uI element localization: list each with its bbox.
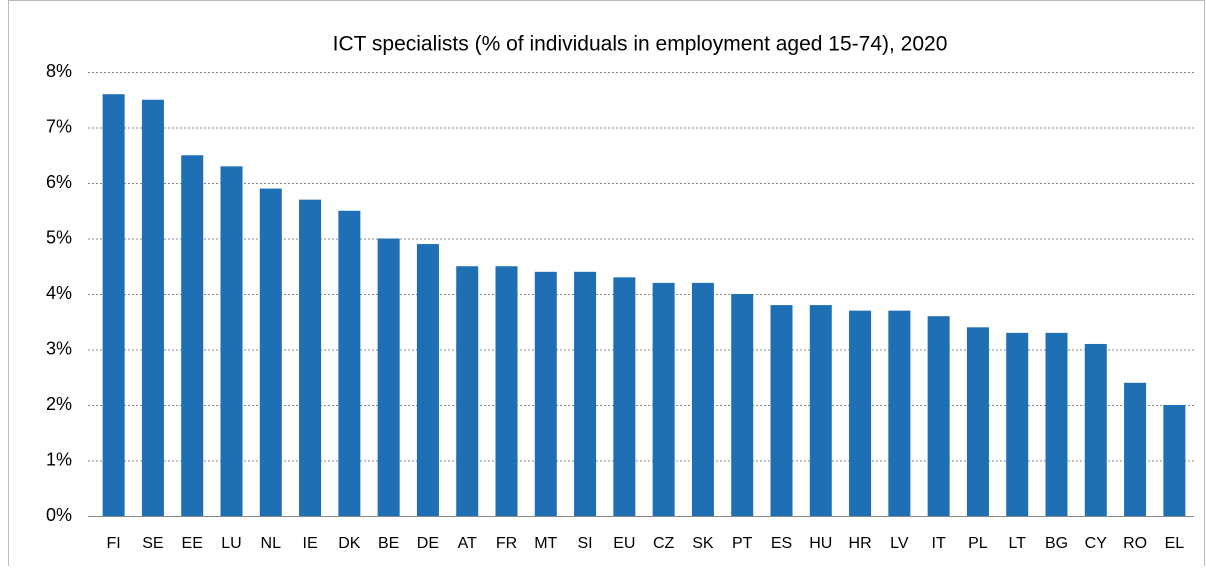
x-tick-label: DE: [417, 535, 439, 552]
x-tick-label: MT: [534, 535, 557, 552]
x-tick-label: DK: [338, 535, 361, 552]
x-tick-label: IE: [303, 535, 318, 552]
y-tick-label: 4%: [46, 283, 72, 303]
bar: [1084, 343, 1107, 516]
y-tick-label: 8%: [46, 61, 72, 81]
x-tick-label: LU: [221, 535, 241, 552]
x-tick-label: SI: [578, 535, 593, 552]
bar: [338, 210, 361, 516]
x-tick-label: SE: [142, 535, 163, 552]
y-tick-label: 6%: [46, 172, 72, 192]
bar: [691, 282, 714, 516]
x-tick-label: FR: [496, 535, 517, 552]
bar: [966, 327, 989, 516]
y-tick-label: 7%: [46, 116, 72, 136]
x-tick-label: PL: [968, 535, 988, 552]
bar: [141, 99, 164, 516]
bar: [534, 271, 557, 516]
bar: [181, 155, 204, 516]
x-tick-label: BE: [378, 535, 399, 552]
bar: [849, 310, 872, 516]
x-tick-label: CZ: [653, 535, 675, 552]
x-tick-label: CY: [1085, 535, 1108, 552]
y-tick-label: 0%: [46, 505, 72, 525]
bar: [416, 244, 439, 517]
bar: [770, 305, 793, 516]
bar: [613, 277, 636, 516]
bar: [220, 166, 243, 516]
bar: [1124, 382, 1147, 516]
bar: [888, 310, 911, 516]
x-tick-label: BG: [1045, 535, 1068, 552]
x-tick-label: LT: [1008, 535, 1026, 552]
bar: [259, 188, 282, 517]
bar: [1006, 332, 1029, 516]
x-tick-label: AT: [458, 535, 477, 552]
y-tick-label: 3%: [46, 338, 72, 358]
bar: [456, 266, 479, 516]
x-tick-label: EE: [182, 535, 203, 552]
x-tick-label: HU: [809, 535, 832, 552]
chart-title: ICT specialists (% of individuals in emp…: [333, 33, 948, 56]
x-tick-label: EU: [613, 535, 635, 552]
bar: [652, 282, 675, 516]
x-tick-label: FI: [107, 535, 121, 552]
bar: [809, 305, 832, 516]
bar: [495, 266, 518, 516]
y-tick-label: 5%: [46, 227, 72, 247]
bar: [1045, 332, 1068, 516]
bar: [574, 271, 597, 516]
bar: [927, 316, 950, 516]
y-tick-label: 2%: [46, 394, 72, 414]
bar: [299, 199, 322, 516]
x-tick-label: RO: [1123, 535, 1147, 552]
bar: [102, 94, 125, 516]
x-tick-label: NL: [261, 535, 282, 552]
x-tick-label: ES: [771, 535, 792, 552]
x-tick-label: HR: [849, 535, 872, 552]
x-tick-label: IT: [932, 535, 946, 552]
x-tick-label: LV: [890, 535, 909, 552]
x-tick-label: PT: [732, 535, 753, 552]
y-tick-label: 1%: [46, 449, 72, 469]
x-tick-label: EL: [1165, 535, 1185, 552]
x-tick-label: SK: [692, 535, 714, 552]
bar: [1163, 405, 1186, 516]
bar: [377, 238, 400, 516]
bar: [731, 294, 754, 516]
